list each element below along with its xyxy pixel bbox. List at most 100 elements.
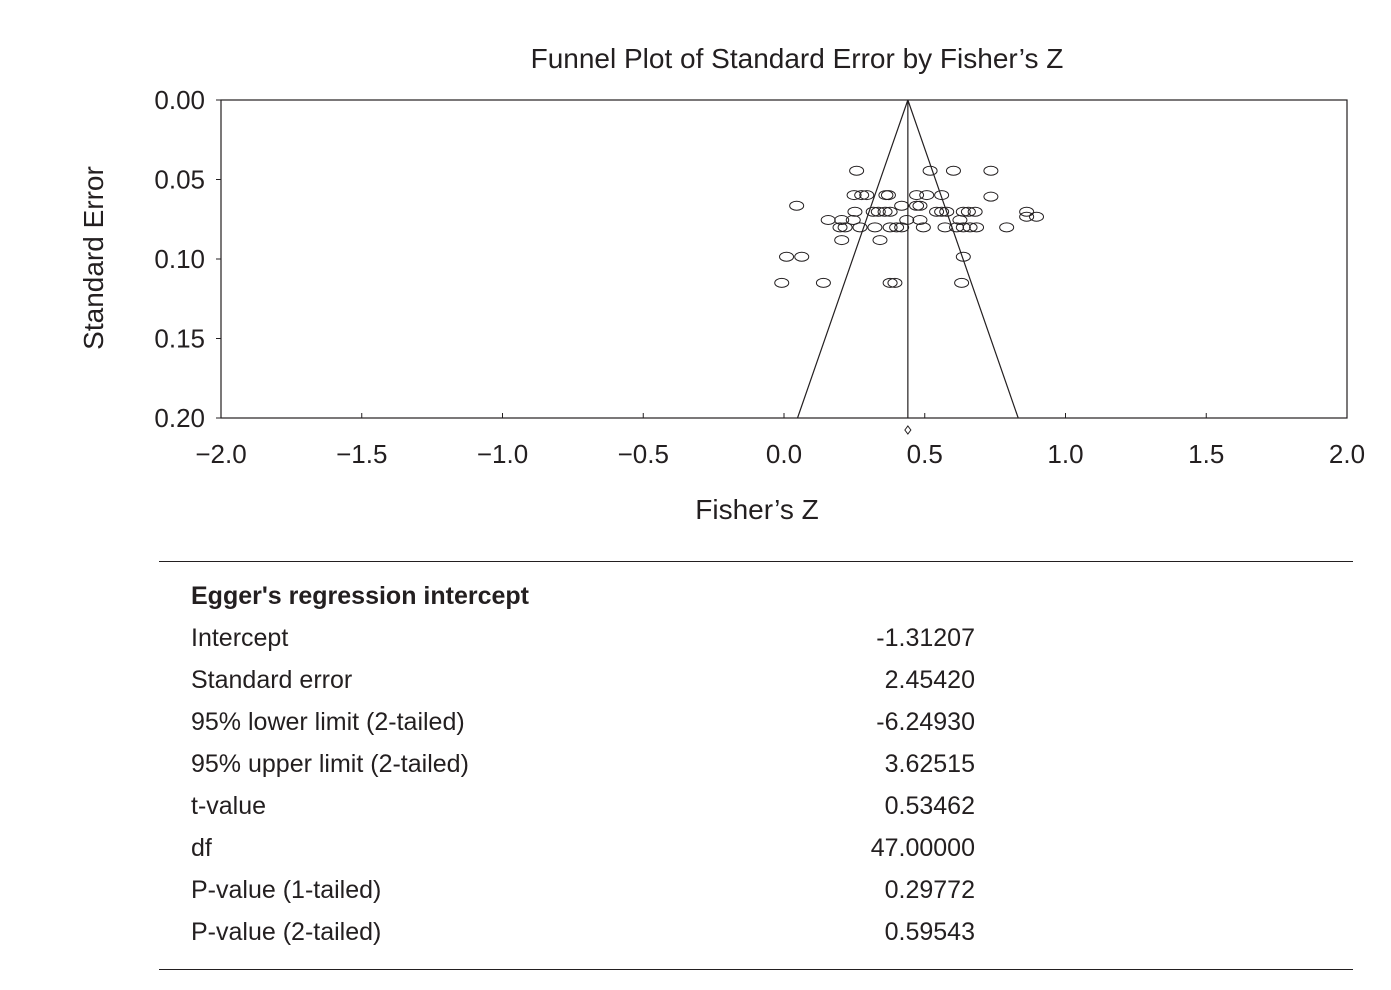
study-point [934, 206, 950, 217]
x-tick-label: 0.5 [907, 439, 943, 469]
study-point [794, 251, 810, 262]
study-point [909, 200, 925, 211]
summary-diamond [904, 425, 912, 435]
egger-row: Standard error 2.45420 [191, 666, 975, 706]
chart-title: Funnel Plot of Standard Error by Fisher’… [531, 43, 1064, 74]
study-point [960, 206, 976, 217]
y-tick-label: 0.15 [154, 324, 205, 354]
funnel-right-limit [907, 99, 1019, 419]
egger-row-label: P-value (1-tailed) [191, 876, 382, 904]
study-point [915, 222, 931, 233]
study-point [882, 222, 898, 233]
study-point [880, 190, 896, 201]
study-point [877, 206, 893, 217]
study-point [999, 222, 1015, 233]
x-tick-label: −2.0 [195, 439, 246, 469]
study-point [854, 190, 870, 201]
study-point [1019, 211, 1035, 222]
study-point [955, 251, 971, 262]
study-point [1029, 211, 1045, 222]
study-point [983, 165, 999, 176]
study-point [849, 165, 865, 176]
egger-row-value: -1.31207 [876, 624, 975, 652]
egger-row-value: 0.53462 [884, 792, 975, 820]
egger-row-label: 95% lower limit (2-tailed) [191, 708, 465, 736]
egger-row: P-value (1-tailed) 0.29772 [191, 876, 975, 916]
x-tick-label: 2.0 [1329, 439, 1365, 469]
egger-row-label: df [191, 834, 212, 862]
study-point [789, 200, 805, 211]
study-point [894, 222, 910, 233]
egger-row-value: 47.00000 [870, 834, 975, 862]
egger-table: Egger's regression intercept Intercept -1… [159, 561, 1353, 970]
y-tick-label: 0.00 [154, 85, 205, 115]
y-tick-label: 0.10 [154, 244, 205, 274]
study-point [939, 206, 955, 217]
study-point [882, 277, 898, 288]
y-tick-label: 0.20 [154, 403, 205, 433]
study-point [969, 222, 985, 233]
study-point [922, 165, 938, 176]
egger-table-title: Egger's regression intercept [191, 582, 530, 610]
egger-row-label: Intercept [191, 624, 289, 652]
study-point [845, 215, 861, 226]
egger-row-value: -6.24930 [876, 708, 975, 736]
egger-row-label: t-value [191, 792, 267, 820]
study-point [934, 190, 950, 201]
study-point [929, 206, 945, 217]
study-point [870, 206, 886, 217]
study-point [887, 277, 903, 288]
x-axis-label: Fisher’s Z [695, 494, 818, 525]
study-point [834, 235, 850, 246]
egger-row-value: 2.45420 [884, 666, 975, 694]
x-tick-label: 1.5 [1188, 439, 1224, 469]
study-point [867, 222, 883, 233]
study-point [820, 215, 836, 226]
study-point [852, 222, 868, 233]
study-point [954, 277, 970, 288]
study-point [1019, 206, 1035, 217]
study-point [847, 206, 863, 217]
study-point [882, 206, 898, 217]
study-point [889, 222, 905, 233]
study-point [955, 222, 971, 233]
x-tick-label: −1.5 [336, 439, 387, 469]
study-point [815, 277, 831, 288]
egger-row: P-value (2-tailed) 0.59543 [191, 918, 975, 958]
study-point [779, 251, 795, 262]
x-tick-label: 1.0 [1047, 439, 1083, 469]
x-tick-label: −0.5 [618, 439, 669, 469]
egger-row: t-value 0.53462 [191, 792, 975, 832]
study-point [894, 200, 910, 211]
egger-row-value: 0.29772 [884, 876, 975, 904]
study-point [983, 191, 999, 202]
egger-row: 95% lower limit (2-tailed) -6.24930 [191, 708, 975, 748]
study-point [962, 222, 978, 233]
study-point [912, 200, 928, 211]
study-point [837, 222, 853, 233]
study-point [919, 190, 935, 201]
study-point [967, 206, 983, 217]
egger-row-value: 3.62515 [884, 750, 975, 778]
study-point [912, 215, 928, 226]
study-point [909, 190, 925, 201]
egger-row: df 47.00000 [191, 834, 975, 874]
study-point [865, 206, 881, 217]
plot-frame [220, 99, 1348, 419]
study-point [937, 222, 953, 233]
egger-row: Intercept -1.31207 [191, 624, 975, 664]
study-point [952, 215, 968, 226]
x-tick-label: −1.0 [477, 439, 528, 469]
study-point [846, 190, 862, 201]
funnel-left-limit [796, 99, 909, 419]
egger-row-value: 0.59543 [884, 918, 975, 946]
y-tick-label: 0.05 [154, 165, 205, 195]
y-axis-label: Standard Error [78, 166, 109, 350]
study-point [832, 222, 848, 233]
egger-row-label: P-value (2-tailed) [191, 918, 382, 946]
egger-row: 95% upper limit (2-tailed) 3.62515 [191, 750, 975, 790]
study-point [774, 277, 790, 288]
funnel-plot: Funnel Plot of Standard Error by Fisher’… [78, 43, 1365, 525]
study-point [945, 165, 961, 176]
